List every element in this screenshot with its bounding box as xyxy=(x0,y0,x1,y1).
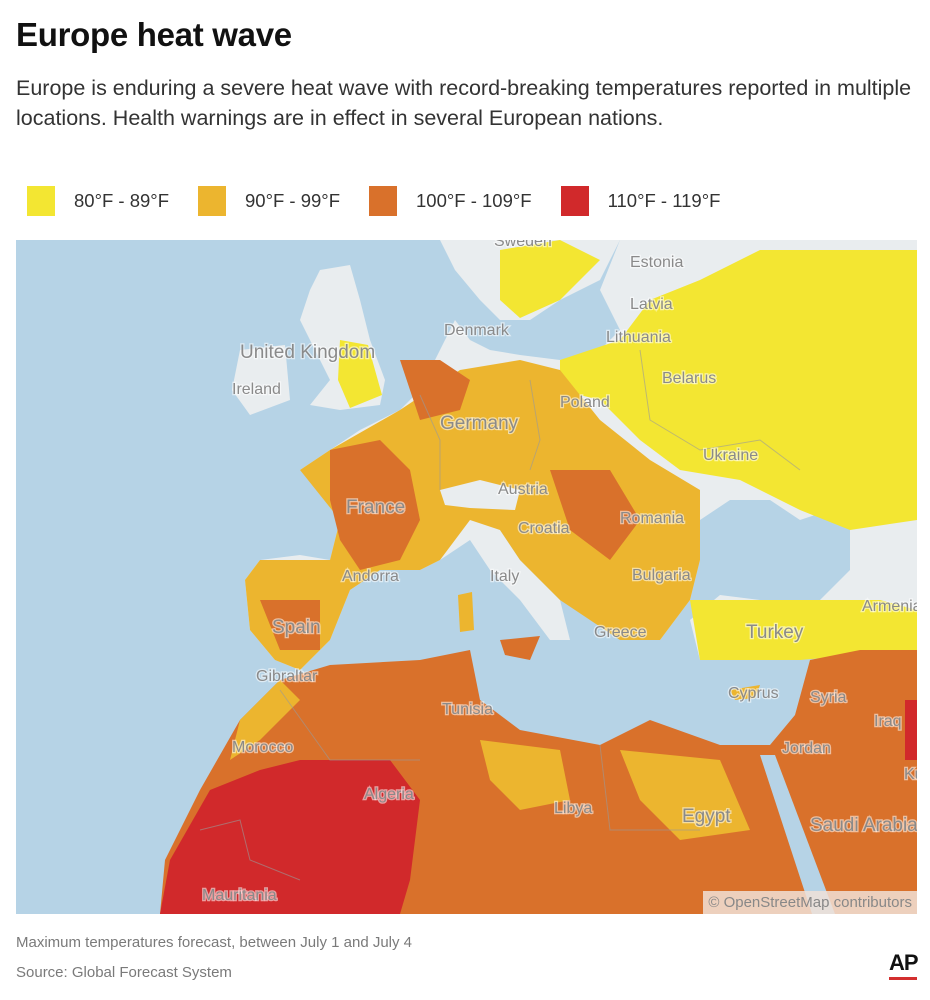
legend-label: 90°F - 99°F xyxy=(245,190,340,211)
borders xyxy=(199,349,801,881)
label-iraq: Iraq xyxy=(874,713,902,730)
heat-zone-90-99 xyxy=(480,740,570,810)
label-italy: Italy xyxy=(490,568,519,585)
heat-zone-80-89 xyxy=(560,250,917,530)
subtitle: Europe is enduring a severe heat wave wi… xyxy=(16,76,912,130)
legend-item-110-119: 110°F - 119°F xyxy=(560,186,721,216)
legend-swatch xyxy=(369,186,397,216)
label-jordan: Jordan xyxy=(782,740,831,757)
temperature-map[interactable]: Sweden Estonia Latvia Lithuania Denmark … xyxy=(16,240,917,914)
label-syria: Syria xyxy=(810,689,847,706)
border xyxy=(279,689,420,761)
land-cyprus xyxy=(730,685,760,700)
label-spain: Spain xyxy=(272,617,321,638)
ap-logo-underline xyxy=(889,977,917,980)
land-ireland xyxy=(232,345,290,415)
ap-logo: AP xyxy=(889,950,919,975)
border xyxy=(419,394,441,490)
source-note: Source: Global Forecast System xyxy=(16,964,232,981)
legend-label: 80°F - 89°F xyxy=(74,190,169,211)
label-tunisia: Tunisia xyxy=(442,701,493,718)
land-sicily xyxy=(500,636,540,660)
heat-zone-100-109 xyxy=(400,360,470,420)
label-united-kingdom: United Kingdom xyxy=(240,342,375,363)
heat-zone-110-119 xyxy=(905,700,917,760)
legend: 80°F - 89°F 90°F - 99°F 100°F - 109°F 11… xyxy=(27,186,749,216)
label-germany: Germany xyxy=(440,413,519,434)
border xyxy=(599,744,700,831)
label-croatia: Croatia xyxy=(518,520,570,537)
heat-zone-90-99 xyxy=(230,680,300,760)
legend-item-80-89: 80°F - 89°F xyxy=(27,186,169,216)
heat-zone-80-89 xyxy=(690,600,917,660)
label-austria: Austria xyxy=(498,481,548,498)
label-algeria: Algeria xyxy=(364,786,414,803)
label-poland: Poland xyxy=(560,394,610,411)
label-sweden: Sweden xyxy=(494,240,552,250)
label-denmark: Denmark xyxy=(444,322,510,339)
label-ukraine: Ukraine xyxy=(703,447,758,464)
heat-zone-80-89 xyxy=(500,240,600,318)
border xyxy=(639,349,801,471)
label-bulgaria: Bulgaria xyxy=(632,567,691,584)
label-libya: Libya xyxy=(554,800,592,817)
label-mauritania: Mauritania xyxy=(202,887,277,904)
heat-zone-90-99 xyxy=(620,750,750,840)
label-ireland: Ireland xyxy=(232,381,281,398)
label-saudi-arabia: Saudi Arabia xyxy=(810,815,917,836)
heat-zone-80-89 xyxy=(338,340,382,408)
label-estonia: Estonia xyxy=(630,254,683,271)
legend-item-90-99: 90°F - 99°F xyxy=(198,186,340,216)
label-gibraltar: Gibraltar xyxy=(256,668,318,685)
heat-zone-100-109 xyxy=(330,440,420,570)
legend-label: 110°F - 119°F xyxy=(607,190,721,211)
page-title: Europe heat wave xyxy=(16,16,292,53)
label-turkey: Turkey xyxy=(746,622,804,643)
heat-zone-100-109 xyxy=(550,470,640,560)
label-greece: Greece xyxy=(594,624,647,641)
alps-no-data xyxy=(440,480,520,510)
heat-zone-110-119 xyxy=(160,760,420,914)
land-sardinia xyxy=(458,592,474,632)
border xyxy=(199,819,301,881)
heat-zone-100-109 xyxy=(260,600,320,650)
map-attribution[interactable]: © OpenStreetMap contributors xyxy=(703,891,917,914)
label-belarus: Belarus xyxy=(662,370,716,387)
country-labels: Sweden Estonia Latvia Lithuania Denmark … xyxy=(201,240,917,905)
legend-label: 100°F - 109°F xyxy=(416,190,532,211)
label-lithuania: Lithuania xyxy=(606,329,671,346)
footnote: Maximum temperatures forecast, between J… xyxy=(16,934,413,951)
legend-swatch xyxy=(198,186,226,216)
legend-swatch xyxy=(560,186,589,216)
map-graphic: Sweden Estonia Latvia Lithuania Denmark … xyxy=(16,240,917,914)
label-romania: Romania xyxy=(620,510,684,527)
label-latvia: Latvia xyxy=(630,296,673,313)
label-france: France xyxy=(346,497,405,518)
label-armenia: Armenia xyxy=(862,598,917,615)
legend-item-100-109: 100°F - 109°F xyxy=(369,186,532,216)
label-egypt: Egypt xyxy=(682,806,731,827)
label-cyprus: Cyprus xyxy=(728,685,779,702)
label-andorra: Andorra xyxy=(342,568,399,585)
red-sea xyxy=(760,755,835,914)
border xyxy=(529,379,541,471)
heat-zone-90-99 xyxy=(245,360,700,670)
label-kuwait: Kuwait xyxy=(904,766,917,783)
legend-swatch xyxy=(27,186,55,216)
label-morocco: Morocco xyxy=(232,739,293,756)
